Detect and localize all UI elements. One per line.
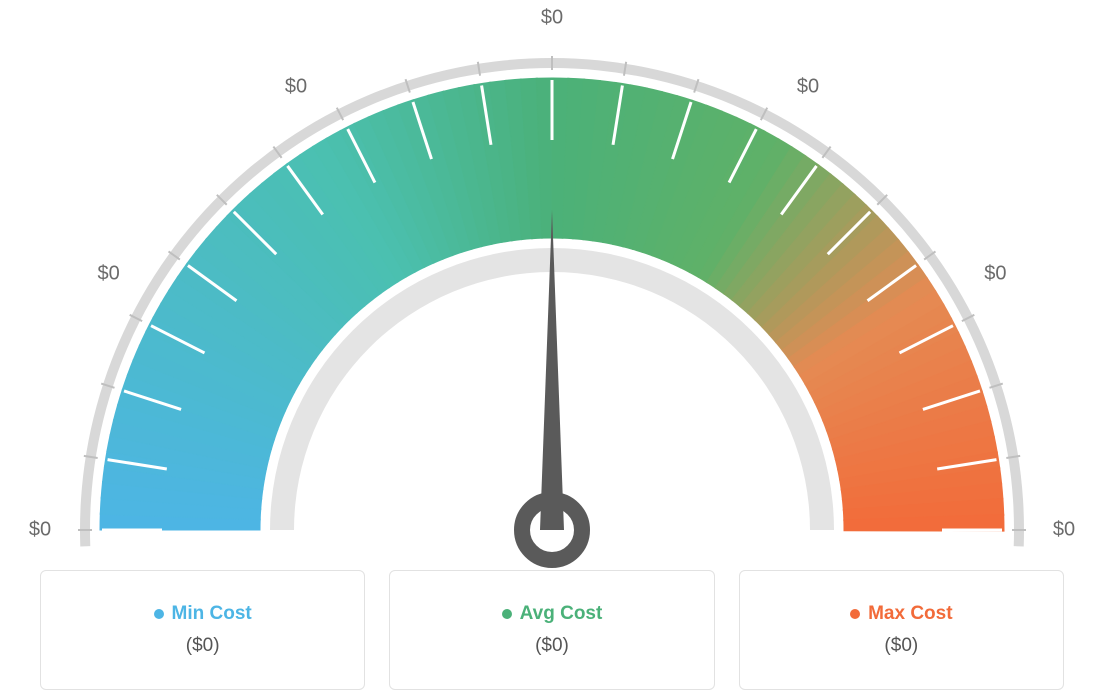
legend-dot-min (154, 609, 164, 619)
legend-card-avg: Avg Cost ($0) (389, 570, 714, 690)
legend-value-min: ($0) (186, 635, 220, 657)
legend-label-avg: Avg Cost (520, 603, 603, 625)
gauge-tick-label: $0 (285, 75, 307, 98)
legend-title-avg: Avg Cost (502, 603, 603, 625)
gauge-tick-label: $0 (541, 7, 563, 30)
gauge-tick-label: $0 (797, 75, 819, 98)
legend-card-max: Max Cost ($0) (739, 570, 1064, 690)
legend-label-max: Max Cost (868, 603, 952, 625)
legend-value-avg: ($0) (535, 635, 569, 657)
legend-label-min: Min Cost (172, 603, 252, 625)
legend-dot-max (850, 609, 860, 619)
gauge-tick-label: $0 (29, 519, 51, 542)
legend-value-max: ($0) (884, 635, 918, 657)
legend-title-max: Max Cost (850, 603, 952, 625)
gauge-tick-label: $0 (97, 263, 119, 286)
gauge-tick-label: $0 (984, 263, 1006, 286)
gauge-svg (0, 0, 1104, 570)
legend-dot-avg (502, 609, 512, 619)
gauge-chart: $0 $0 $0 $0 $0 $0 $0 (0, 0, 1104, 570)
legend-card-min: Min Cost ($0) (40, 570, 365, 690)
legend-row: Min Cost ($0) Avg Cost ($0) Max Cost ($0… (40, 570, 1064, 690)
legend-title-min: Min Cost (154, 603, 252, 625)
gauge-tick-label: $0 (1053, 519, 1075, 542)
